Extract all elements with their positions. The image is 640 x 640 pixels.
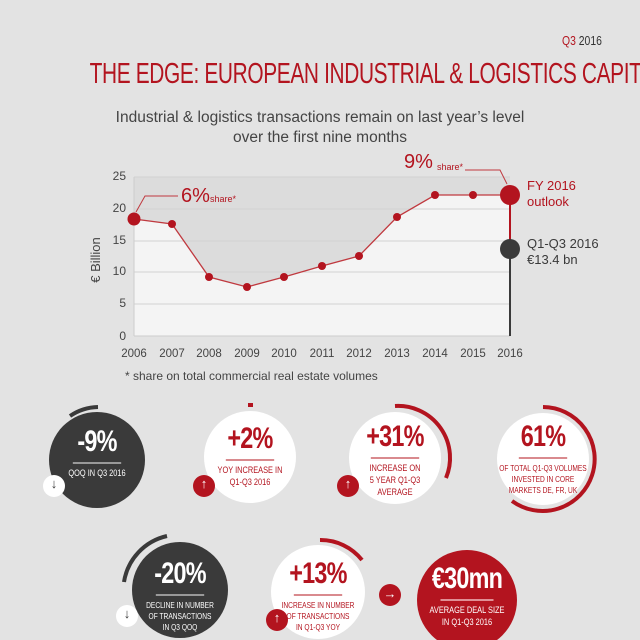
share-2006-word: share* <box>210 194 237 204</box>
page-title: THE EDGE: EUROPEAN INDUSTRIAL & LOGISTIC… <box>89 58 640 90</box>
svg-text:2014: 2014 <box>422 348 448 360</box>
stat-6-badge <box>266 609 288 631</box>
arrow-up-icon: ↑ <box>344 476 352 491</box>
stat-6-desc-1: INCREASE IN NUMBER <box>281 599 355 610</box>
svg-text:2006: 2006 <box>121 348 147 360</box>
y-axis-label: € Billion <box>88 237 103 283</box>
stat-1-desc: QOQ IN Q3 2016 <box>68 467 126 479</box>
outlook-label-1: FY 2016 <box>527 178 576 193</box>
svg-text:25: 25 <box>113 169 127 183</box>
stat-2-badge <box>193 475 215 497</box>
stat-5-desc-1: DECLINE IN NUMBER <box>146 599 214 610</box>
stat-7-desc-1: AVERAGE DEAL SIZE <box>429 604 505 616</box>
svg-text:20: 20 <box>113 201 127 215</box>
stat-2-circle <box>204 411 296 503</box>
arrow-up-icon: ↑ <box>200 476 208 491</box>
stat-3-desc-2: 5 YEAR Q1-Q3 <box>369 474 421 486</box>
svg-text:2007: 2007 <box>159 348 185 360</box>
stat-5-value: -20% <box>154 557 206 590</box>
share-2016-leader <box>465 169 508 185</box>
stat-5: -20% DECLINE IN NUMBER OF TRANSACTIONS I… <box>137 557 223 633</box>
subtitle-line-1: Industrial & logistics transactions rema… <box>115 109 525 126</box>
stat-5-arc <box>122 534 168 583</box>
share-2016-word: share* <box>437 162 464 172</box>
svg-text:2008: 2008 <box>196 348 222 360</box>
stat-7-circle <box>417 550 517 640</box>
stat-2-value: +2% <box>227 422 273 455</box>
q1-q3-2016-point <box>500 239 520 259</box>
gridlines <box>134 176 510 305</box>
report-period: Q3 2016 <box>562 33 602 48</box>
stat-1-badge <box>43 475 65 497</box>
stat-3-arc <box>394 403 452 479</box>
stat-4-desc-3: MARKETS DE, FR, UK <box>508 484 578 495</box>
stat-7: €30mn AVERAGE DEAL SIZE IN Q1-Q3 2016 <box>424 562 510 629</box>
svg-text:0: 0 <box>119 329 126 343</box>
svg-text:2009: 2009 <box>234 348 260 360</box>
q-label-1: Q1-Q3 2016 <box>527 236 599 251</box>
stat-6-desc-2: OF TRANSACTIONS <box>286 610 350 621</box>
stat-1-value: -9% <box>77 425 117 458</box>
svg-text:2015: 2015 <box>460 348 486 360</box>
stat-7-value: €30mn <box>431 562 503 595</box>
stat-3-value: +31% <box>366 420 424 453</box>
stat-1-arc <box>68 405 99 418</box>
stat-4: 61% OF TOTAL Q1-Q3 VOLUMES INVESTED IN C… <box>492 420 593 496</box>
year-label: 2016 <box>578 33 602 48</box>
stat-2-desc-2: Q1-Q3 2016 <box>229 476 271 488</box>
stat-3-badge <box>337 475 359 497</box>
arrow-down-icon: ↓ <box>123 606 131 621</box>
svg-text:15: 15 <box>113 233 127 247</box>
line-chart: 25 20 15 10 5 0 € Billion 2006 2007 2008… <box>88 151 599 383</box>
stat-4-desc-1: OF TOTAL Q1-Q3 VOLUMES <box>499 462 587 473</box>
data-points <box>127 185 520 291</box>
chart-footnote: * share on total commercial real estate … <box>125 369 378 383</box>
stat-5-badge <box>116 605 138 627</box>
svg-text:2011: 2011 <box>310 348 335 360</box>
stat-4-circle <box>497 413 589 505</box>
x-tick-labels: 2006 2007 2008 2009 2010 2011 2012 2013 … <box>121 348 523 360</box>
q-label-2: €13.4 bn <box>527 252 578 267</box>
stat-7-badge <box>379 584 401 606</box>
stat-1-circle <box>49 412 145 508</box>
share-2006-pct: 6% <box>181 185 210 207</box>
share-2006-leader <box>135 195 178 213</box>
outlook-label-2: outlook <box>527 194 569 209</box>
svg-text:10: 10 <box>113 264 127 278</box>
arrow-down-icon: ↓ <box>50 476 58 491</box>
stat-3: +31% INCREASE ON 5 YEAR Q1-Q3 AVERAGE <box>356 420 434 499</box>
plot-upper-shade <box>134 177 510 287</box>
svg-text:2013: 2013 <box>384 348 410 360</box>
stat-5-desc-2: OF TRANSACTIONS <box>148 610 212 621</box>
stat-5-desc-3: IN Q3 QOQ <box>162 621 198 632</box>
stat-6: +13% INCREASE IN NUMBER OF TRANSACTIONS … <box>275 557 361 633</box>
arrow-right-icon: → <box>383 586 397 601</box>
stat-6-value: +13% <box>289 557 347 590</box>
stat-3-desc-1: INCREASE ON <box>369 462 421 474</box>
stat-3-desc-3: AVERAGE <box>377 486 413 498</box>
stat-2-desc-1: YOY INCREASE IN <box>217 464 283 476</box>
svg-text:2016: 2016 <box>497 348 523 360</box>
stat-5-circle <box>132 542 228 638</box>
stat-4-value: 61% <box>520 420 566 453</box>
stat-6-arc <box>319 537 364 562</box>
stat-2: +2% YOY INCREASE IN Q1-Q3 2016 <box>211 422 289 489</box>
stat-4-desc-2: INVESTED IN CORE <box>511 473 575 484</box>
svg-text:2012: 2012 <box>346 348 372 360</box>
stat-6-desc-3: IN Q1-Q3 YOY <box>295 621 341 632</box>
share-2016-pct: 9% <box>404 151 433 173</box>
quarter-label: Q3 <box>562 33 576 48</box>
stat-4-arc <box>510 405 597 513</box>
chart-subtitle: Industrial & logistics transactions rema… <box>0 108 640 148</box>
arrow-up-icon: ↑ <box>273 610 281 625</box>
y-tick-labels: 25 20 15 10 5 0 <box>113 169 127 343</box>
subtitle-line-2: over the first nine months <box>232 129 408 146</box>
stat-1: -9% QOQ IN Q3 2016 <box>58 425 136 480</box>
svg-text:5: 5 <box>119 296 126 310</box>
svg-text:2010: 2010 <box>271 348 297 360</box>
stat-7-desc-2: IN Q1-Q3 2016 <box>441 616 493 628</box>
stat-6-circle <box>271 545 365 639</box>
